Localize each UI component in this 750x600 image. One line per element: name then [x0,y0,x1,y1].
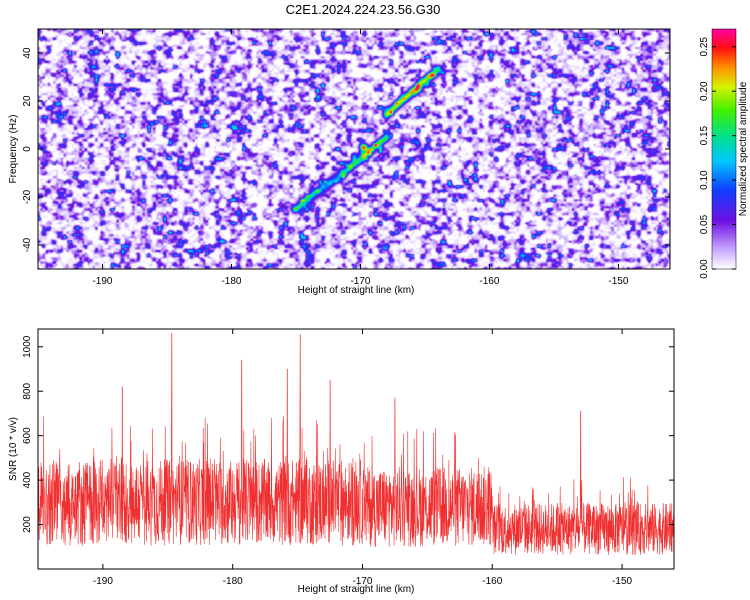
colorbar-tick-label: 0.10 [699,170,710,190]
colorbar-tick-label: 0.25 [699,37,710,57]
snr-x-tick-label: -180 [223,576,243,587]
snr-y-tick-label: 800 [22,382,33,399]
colorbar: 0.00 0.05 0.10 0.15 0.20 0.25 Normalized spec… [699,28,749,279]
colorbar-tick-label: 0.15 [699,125,710,145]
heatmap-x-tick-label: -160 [479,276,499,287]
snr-y-ticks: 200 400 600 800 1000 [22,335,674,533]
heatmap-x-tick-label: -170 [350,276,370,287]
heatmap-x-tick-label: -150 [608,276,628,287]
heatmap-panel: -190 -180 -170 -160 -150 -40 -20 0 20 40 Height … [8,28,671,296]
heatmap-y-tick-label: -40 [22,237,33,252]
heatmap-y-tick-label: -20 [22,189,33,204]
colorbar-gradient [711,28,737,270]
snr-x-ticks: -190 -180 -170 -160 -150 [93,329,633,587]
heatmap-y-tick-label: 0 [22,146,33,152]
snr-x-tick-label: -150 [612,576,632,587]
heatmap-x-label: Height of straight line (km) [298,285,415,296]
snr-x-tick-label: -170 [352,576,372,587]
heatmap-y-label: Frequency (Hz) [8,115,19,184]
colorbar-tick-label: 0.05 [699,214,710,234]
snr-frame [37,328,675,570]
snr-x-tick-label: -190 [93,576,113,587]
heatmap-x-tick-label: -180 [221,276,241,287]
snr-y-label: SNR (10 * v/v) [8,417,19,481]
heatmap-y-tick-label: 40 [22,47,33,59]
snr-series-line [37,333,675,555]
colorbar-ticks: 0.00 0.05 0.10 0.15 0.20 0.25 [699,37,736,279]
colorbar-label: Normalized spectral amplitude [738,81,749,216]
snr-y-tick-label: 200 [22,516,33,533]
heatmap-y-tick-label: 20 [22,95,33,107]
heatmap-y-ticks: -40 -20 0 20 40 [22,47,670,252]
snr-x-label: Height of straight line (km) [298,584,415,595]
snr-x-tick-label: -160 [482,576,502,587]
figure-title: C2E1.2024.224.23.56.G30 [286,2,441,17]
snr-y-tick-label: 400 [22,471,33,488]
snr-y-tick-label: 1000 [22,335,33,358]
heatmap-image [38,29,670,269]
heatmap-x-tick-label: -190 [92,276,112,287]
snr-y-tick-label: 600 [22,427,33,444]
colorbar-tick-label: 0.20 [699,81,710,101]
colorbar-tick-label: 0.00 [699,259,710,279]
snr-panel: -190 -180 -170 -160 -150 200 400 600 800 1000 He… [8,328,675,595]
heatmap-x-ticks: -190 -180 -170 -160 -150 [92,29,629,287]
